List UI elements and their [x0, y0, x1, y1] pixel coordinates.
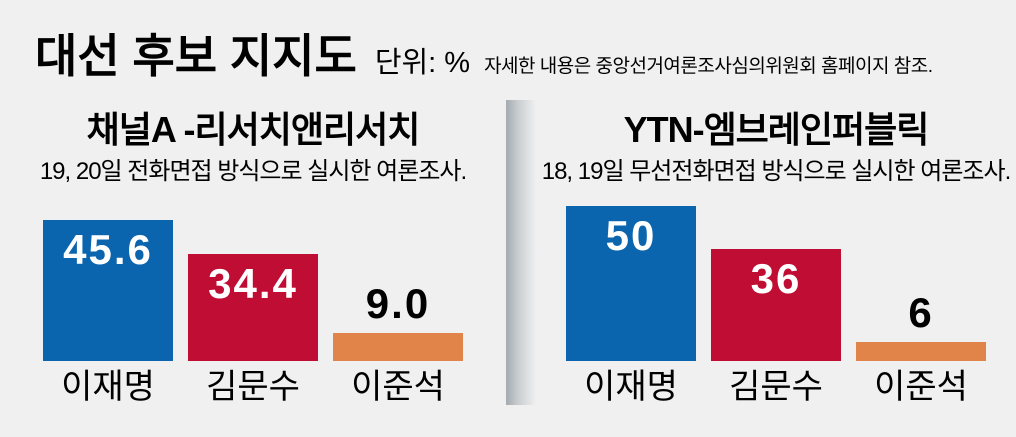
- poll-subtitle: 18, 19일 무선전화면접 방식으로 실시한 여론조사.: [541, 158, 1012, 185]
- bar-이준석: [856, 342, 986, 361]
- bar-category-label: 이재명: [584, 368, 678, 406]
- bar-value: 6: [908, 289, 934, 336]
- bar-category-label: 이재명: [61, 368, 155, 406]
- bar-김문수: 34.4: [188, 254, 318, 361]
- poll-title: YTN-엠브레인퍼블릭: [623, 109, 930, 150]
- source-note: 자세한 내용은 중앙선거여론조사심의위원회 홈페이지 참조.: [484, 56, 933, 77]
- bar-column: 34.4: [188, 202, 318, 361]
- poll-subtitle: 19, 20일 전화면접 방식으로 실시한 여론조사.: [39, 158, 467, 185]
- header: 대선 후보 지지도 단위: % 자세한 내용은 중앙선거여론조사심의위원회 홈페…: [35, 20, 1010, 86]
- bars-row: 50 36 6: [536, 202, 1016, 361]
- bar-column: 9.0: [333, 202, 463, 361]
- page-title: 대선 후보 지지도: [35, 30, 357, 82]
- bar-value: 9.0: [365, 280, 431, 327]
- bar-category-label: 이준석: [351, 368, 445, 406]
- labels-row: 이재명 김문수 이준석: [536, 368, 1016, 406]
- bar-column: 36: [711, 202, 841, 361]
- bar-value: 50: [605, 212, 657, 259]
- labels-row: 이재명 김문수 이준석: [0, 368, 506, 406]
- bar-이재명: 45.6: [43, 220, 173, 361]
- bars-row: 45.6 34.4 9.0: [0, 202, 506, 361]
- bar-value: 36: [750, 255, 802, 302]
- bar-column: 6: [856, 202, 986, 361]
- bar-column: 45.6: [43, 202, 173, 361]
- bar-김문수: 36: [711, 249, 841, 361]
- bar-category-label: 김문수: [729, 368, 823, 406]
- panel-divider: [506, 100, 536, 405]
- bar-이재명: 50: [566, 206, 696, 361]
- poll-panel-ytn: YTN-엠브레인퍼블릭 18, 19일 무선전화면접 방식으로 실시한 여론조사…: [536, 95, 1016, 437]
- poll-title: 채널A -리서치앤리서치: [86, 109, 421, 150]
- bar-category-label: 김문수: [206, 368, 300, 406]
- bar-value: 45.6: [63, 226, 153, 273]
- bar-column: 50: [566, 202, 696, 361]
- bar-value: 34.4: [208, 260, 298, 307]
- poll-panel-channel-a: 채널A -리서치앤리서치 19, 20일 전화면접 방식으로 실시한 여론조사.…: [0, 95, 506, 437]
- bar-category-label: 이준석: [874, 368, 968, 406]
- bar-이준석: [333, 333, 463, 361]
- unit-label: 단위: %: [374, 47, 471, 79]
